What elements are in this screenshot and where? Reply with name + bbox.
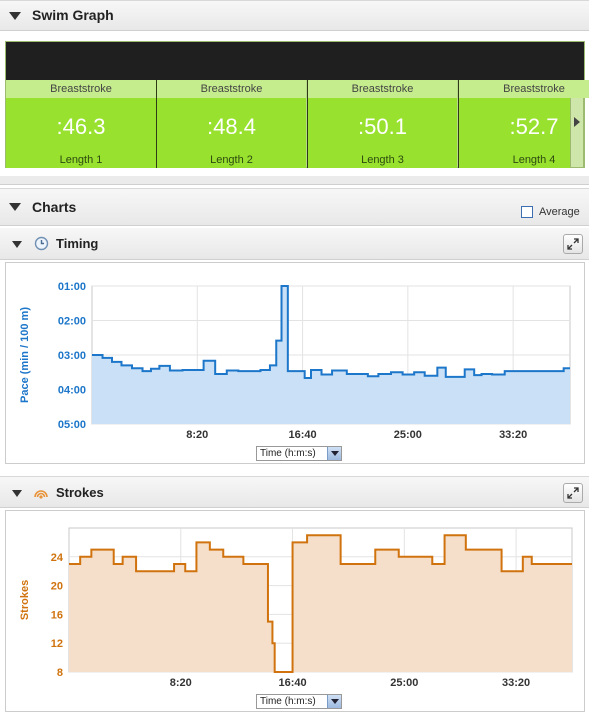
swim-graph-title: Swim Graph [32,7,114,23]
arrow-right-icon [574,117,580,127]
section-divider [0,176,589,185]
series-line [69,534,572,673]
lap-time: :48.4 [207,114,256,139]
timing-chart: 01:00 02:00 03:00 04:00 05:00 8:20 16:40 25:00 3… [19,281,571,441]
strokes-x-axis-select-value: Time (h:m:s) [260,696,316,707]
timing-x-axis-select-value: Time (h:m:s) [260,448,316,459]
strokes-chart-panel: 8 12 16 20 24 8:20 16:40 25:00 33:20 Strokes Time… [5,510,585,712]
strokes-header[interactable]: Strokes [0,476,589,508]
x-tick-label: 16:40 [278,677,306,689]
lap-length: Length 2 [210,154,253,166]
lap-length: Length 4 [512,154,556,166]
lap-card-1[interactable]: Breaststroke :46.3 Length 1 [6,80,156,168]
y-axis-label: Strokes [19,580,31,620]
series-area [69,535,572,672]
y-tick-label: 03:00 [58,350,86,362]
expand-strokes-button[interactable] [563,483,583,503]
y-tick-label: 04:00 [58,385,86,397]
charts-title: Charts [32,199,77,215]
lap-stroke-label: Breaststroke [459,80,589,98]
lap-length: Length 1 [59,154,103,166]
lap-card-2[interactable]: Breaststroke :48.4 Length 2 [156,80,306,168]
swim-graph-panel: Breaststroke :46.3 Length 1 Breaststroke… [5,41,589,168]
expand-icon [567,238,579,250]
collapse-triangle-icon[interactable] [12,241,22,248]
x-tick-label: 16:40 [289,429,317,441]
lap-stroke-label: Breaststroke [6,80,156,98]
strokes-x-axis-select[interactable]: Time (h:m:s) [256,694,342,709]
lap-time: :50.1 [358,114,407,139]
charts-header[interactable]: Charts [0,188,589,226]
lap-time: :52.7 [509,114,559,139]
x-tick-label: 33:20 [502,677,530,689]
x-tick-label: 25:00 [390,677,418,689]
y-tick-label: 16 [51,609,63,621]
strokes-title: Strokes [56,485,104,500]
timing-x-axis-select[interactable]: Time (h:m:s) [256,446,342,461]
x-tick-label: 33:20 [499,429,527,441]
series-area [92,286,570,424]
timing-title: Timing [56,236,99,251]
y-axis-label: Pace (min / 100 m) [19,307,31,403]
strokes-chart: 8 12 16 20 24 8:20 16:40 25:00 33:20 Strokes [19,527,573,689]
lap-time: :46.3 [56,114,106,139]
collapse-triangle-icon[interactable] [9,203,21,211]
x-tick-label: 8:20 [186,429,208,441]
x-tick-label: 8:20 [170,677,192,689]
average-checkbox[interactable] [521,206,533,218]
y-tick-label: 20 [51,581,63,593]
x-tick-label: 25:00 [394,429,422,441]
y-tick-label: 01:00 [58,281,86,293]
average-label: Average [539,206,580,218]
series-line [92,285,570,379]
lap-stroke-label: Breaststroke [157,80,306,98]
collapse-triangle-icon[interactable] [9,12,21,20]
strokes-icon [33,485,49,503]
swim-graph-bar [6,42,584,80]
timing-header[interactable]: Timing [0,228,589,260]
y-tick-label: 05:00 [58,419,86,431]
dropdown-arrow-icon [327,447,341,460]
y-tick-label: 02:00 [58,316,86,328]
lap-length: Length 3 [361,154,404,166]
clock-icon [34,236,49,254]
swim-graph-header[interactable]: Swim Graph [0,0,589,31]
lap-card-4[interactable]: Breaststroke :52.7 Length 4 [458,80,589,168]
dropdown-arrow-icon [327,695,341,708]
y-tick-label: 8 [57,667,63,679]
expand-timing-button[interactable] [563,234,583,254]
y-tick-label: 12 [51,638,63,650]
lap-card-3[interactable]: Breaststroke :50.1 Length 3 [307,80,457,168]
expand-icon [567,487,579,499]
timing-chart-panel: 01:00 02:00 03:00 04:00 05:00 8:20 16:40 25:00 3… [5,262,585,464]
collapse-triangle-icon[interactable] [12,490,22,497]
y-tick-label: 24 [51,552,64,564]
lap-stroke-label: Breaststroke [308,80,457,98]
